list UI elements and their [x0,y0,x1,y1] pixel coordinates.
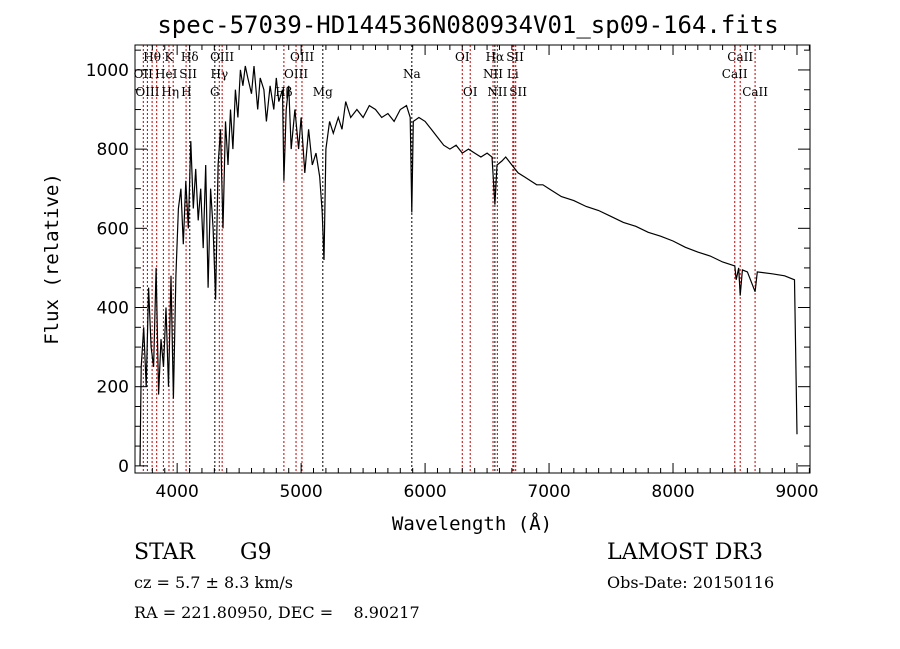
spectral-line-label: OI [455,50,470,64]
y-tick-label: 0 [118,457,129,477]
spectral-line-label: G [210,85,220,99]
spectral-line-label: NII [487,85,507,99]
plot-frame [134,44,811,474]
spectral-line-label: K [165,50,175,64]
axes: 4000 5000 6000 7000 8000 9000 0 200 400 600 800 100… [86,45,819,502]
object-class: STAR [134,540,195,565]
spectral-line-label: OII [134,67,154,81]
y-tick-label: 800 [97,140,129,160]
spectral-line-label: SII [179,67,197,81]
spectral-line-label: CaII [742,85,768,99]
y-tick-label: 200 [97,378,129,398]
object-subclass: G9 [240,540,272,565]
spectral-line-label: Hη [161,85,179,99]
redshift-cz: cz = 5.7 ± 8.3 km/s [134,573,293,592]
spectral-line-label: H [181,85,191,99]
x-tick-label: 8000 [651,482,694,502]
spectral-line-label: HeI [155,67,178,81]
spectral-line-label: OIII [210,50,234,64]
y-tick-label: 1000 [86,61,129,81]
observation-date: Obs-Date: 20150116 [607,573,775,592]
spectral-line-label: Li [507,67,519,81]
y-tick-label: 600 [97,219,129,239]
x-tick-label: 4000 [156,482,199,502]
spectral-line-label: OI [463,85,478,99]
chart-title: spec-57039-HD144536N080934V01_sp09-164.f… [157,11,778,39]
spectral-line-label: NII [483,67,503,81]
spectral-line-label: OIII [135,85,159,99]
y-tick-label: 400 [97,299,129,319]
spectrum-series-line [139,65,798,466]
spectral-line-label: Hγ [211,67,229,81]
spectral-line-label: OIII [290,50,314,64]
x-axis-label: Wavelength (Å) [392,512,552,535]
spectral-line-label: Mg [313,85,333,99]
spectral-line-markers [142,45,756,473]
y-axis-label: Flux (relative) [41,173,63,345]
coordinates: RA = 221.80950, DEC = 8.90217 [134,603,420,622]
spectral-line-label: Hθ [143,50,161,64]
spectral-line-label: Hα [486,50,505,64]
spectral-line-label: SII [509,85,527,99]
spectral-line-label: CaII [727,50,753,64]
spectral-line-label: SII [506,50,524,64]
x-tick-label: 6000 [403,482,446,502]
spectral-line-label: CaII [722,67,748,81]
spectral-line-label: Hδ [181,50,199,64]
survey-name: LAMOST DR3 [607,540,763,565]
spectral-line-label: Na [403,67,421,81]
x-tick-label: 7000 [527,482,570,502]
x-tick-label: 5000 [279,482,322,502]
x-tick-label: 9000 [775,482,818,502]
spectral-line-label: OIII [284,67,308,81]
